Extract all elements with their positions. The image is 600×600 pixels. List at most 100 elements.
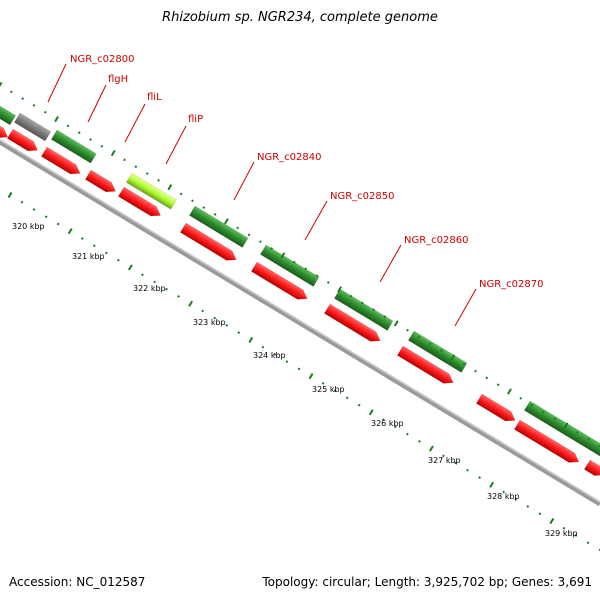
reverse-gene[interactable]	[583, 459, 600, 480]
position-tick-mark	[598, 548, 600, 552]
reverse-gene[interactable]	[475, 393, 518, 425]
position-tick-mark	[32, 104, 36, 107]
reverse-gene[interactable]	[0, 119, 11, 142]
kbp-label: 322 kbp	[133, 284, 166, 293]
pseudo-gene[interactable]	[13, 112, 52, 142]
gene-label-NGR_c02850[interactable]: NGR_c02850	[330, 191, 395, 202]
position-tick-mark	[542, 410, 545, 414]
forward-gene[interactable]	[0, 99, 17, 126]
gene-label-NGR_c02840[interactable]: NGR_c02840	[257, 152, 322, 163]
position-tick-mark	[273, 353, 277, 356]
kbp-label: 329 kbp	[545, 529, 578, 538]
position-tick-mark	[20, 200, 24, 204]
position-tick-mark	[9, 90, 13, 94]
gene-label-leader	[233, 161, 255, 201]
position-tick-mark	[496, 383, 500, 387]
genome-backbone	[0, 139, 600, 507]
position-tick-mark	[248, 336, 254, 343]
position-tick-mark	[92, 244, 96, 248]
gene-label-NGR_c02800[interactable]: NGR_c02800	[70, 54, 135, 65]
position-tick-mark	[123, 158, 126, 162]
position-tick-mark	[514, 497, 518, 501]
position-tick-mark	[110, 150, 116, 157]
position-tick-mark	[405, 432, 409, 436]
gene-label-fliP[interactable]: fliP	[188, 114, 203, 125]
position-tick-mark	[549, 517, 555, 525]
position-tick-mark	[418, 439, 421, 443]
position-tick-mark	[270, 247, 274, 250]
position-tick-mark	[165, 287, 168, 291]
reverse-gene[interactable]	[179, 222, 239, 264]
position-tick-mark	[188, 300, 194, 307]
position-tick-mark	[574, 534, 578, 537]
position-tick-mark	[44, 215, 48, 219]
position-tick-mark	[224, 218, 229, 225]
gene-label-fliL[interactable]: fliL	[147, 92, 162, 103]
position-tick-mark	[417, 335, 421, 339]
position-tick-mark	[368, 409, 374, 416]
position-tick-mark	[393, 320, 399, 327]
position-tick-mark	[349, 294, 353, 298]
gene-labels: NGR_c02800 flgH fliL fliP NGR_c02840 NGR_c028…	[47, 54, 544, 327]
position-tick-mark	[177, 295, 180, 298]
position-tick-mark	[32, 208, 36, 211]
reverse-gene[interactable]	[323, 303, 383, 345]
forward-gene[interactable]	[188, 205, 249, 248]
reverse-gene[interactable]	[250, 261, 310, 303]
position-tick-mark	[502, 490, 506, 494]
position-tick-mark	[56, 222, 60, 226]
position-tick-mark	[462, 362, 466, 366]
forward-gene[interactable]	[407, 330, 468, 373]
position-tick-mark	[315, 274, 319, 278]
position-tick-mark	[141, 273, 144, 277]
position-tick-mark	[179, 192, 183, 196]
forward-gene[interactable]	[333, 288, 394, 331]
position-tick-mark	[292, 260, 296, 264]
highlight-gene-fliP[interactable]	[125, 172, 177, 210]
position-tick-mark	[134, 165, 138, 169]
reverse-gene[interactable]	[6, 128, 40, 155]
kbp-label: 320 kbp	[12, 222, 45, 231]
position-tick-mark	[519, 396, 523, 400]
position-tick-mark	[478, 476, 481, 479]
reverse-gene[interactable]	[117, 186, 163, 220]
position-tick-mark	[145, 172, 149, 175]
gene-label-leader	[124, 103, 146, 143]
position-tick-mark	[100, 144, 104, 148]
position-tick-mark	[43, 110, 47, 114]
position-tick-mark	[285, 360, 289, 364]
gene-label-NGR_c02870[interactable]: NGR_c02870	[479, 279, 544, 290]
position-tick-mark	[507, 388, 512, 395]
forward-gene[interactable]	[523, 400, 600, 458]
forward-gene[interactable]	[50, 129, 97, 164]
position-tick-mark	[191, 199, 194, 203]
reverse-gene[interactable]	[513, 419, 581, 467]
accession-text: Accession: NC_012587	[9, 575, 146, 589]
position-tick-mark	[321, 381, 325, 385]
position-tick-mark	[372, 308, 375, 312]
position-tick-mark	[563, 422, 569, 429]
genome-backbone-highlight	[0, 139, 600, 503]
gene-label-leader	[379, 244, 402, 283]
position-tick-mark	[237, 331, 241, 335]
position-tick-mark	[0, 81, 3, 89]
position-tick-mark	[326, 281, 330, 284]
position-tick-mark	[393, 425, 397, 429]
position-tick-mark	[225, 324, 229, 327]
position-tick-mark	[454, 461, 457, 465]
reverse-gene[interactable]	[84, 169, 118, 196]
gene-label-leader	[454, 288, 477, 327]
position-ticks	[0, 81, 600, 552]
reverse-gene[interactable]	[396, 345, 456, 387]
position-tick-mark	[442, 454, 445, 458]
forward-gene[interactable]	[259, 244, 320, 287]
genome-summary-text: Topology: circular; Length: 3,925,702 bp…	[262, 575, 592, 589]
position-tick-mark	[89, 138, 92, 141]
reverse-gene[interactable]	[40, 146, 83, 178]
reverse-strand-track	[0, 119, 600, 480]
gene-label-NGR_c02860[interactable]: NGR_c02860	[404, 235, 469, 246]
gene-label-flgH[interactable]: flgH	[108, 74, 128, 85]
kbp-label: 326 kbp	[371, 419, 404, 428]
